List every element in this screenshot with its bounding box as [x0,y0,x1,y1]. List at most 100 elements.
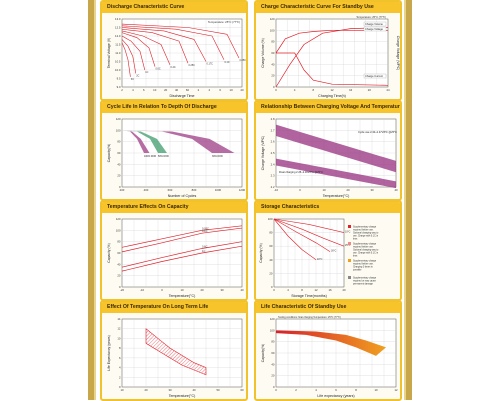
x-tick-label: -20 [120,288,124,292]
y-tick-label: 60 [117,151,121,155]
x-tick-label: 60 [186,88,190,92]
x-tick-label: 40 [175,88,179,92]
x-tick-label: 400 [144,188,149,192]
legend-text: Supplementary charge [353,226,377,229]
series-label: 0.25C [189,64,196,67]
panel-title: Temperature Effects On Capacity [102,202,246,213]
y-tick-label: 10.5 [115,60,121,64]
y-tick-label: 40 [271,362,275,366]
storage-panel: Storage Characteristics 100 80 60 40 20 0 0 4 8 1… [254,200,402,301]
label-box [363,21,387,27]
standby-curve-2 [276,52,389,86]
x-tick-label: 20 [200,288,204,292]
x-tick-label: 0 [275,388,277,392]
y-tick-label: 80 [117,140,121,144]
legend-text: required before use. [353,246,374,249]
y-tick-label: 12.5 [115,26,121,30]
x-tick-label: 16 [349,88,353,92]
band-label: Cycle use 2.40~2.47V/PC @25°C [358,130,397,134]
legend-swatch [348,259,351,262]
y-tick-label: 80 [117,240,121,244]
panel-title: Life Characteristic Of Standby Use [256,302,400,313]
y-tick-label: 8 [119,346,121,350]
x-axis-label: Temperature(°C) [169,294,196,298]
y-tick-label: 2.8 [271,117,275,121]
x-tick-label: 10 [180,288,184,292]
x-tick-label: 50 [216,388,220,392]
x-tick-label: 16 [328,288,332,292]
legend-text: use. Charge with 0.1C in [353,235,379,238]
series-label: 0.05C [202,226,209,230]
legend-text: time. [353,255,358,258]
x-axis-label: Life expectancy (years) [317,394,354,398]
y-axis-label: Capacity(%) [107,144,111,162]
series-label: 0.6C [156,68,161,71]
y-tick-label: 120 [116,217,121,221]
x-tick-label: 40 [394,188,398,192]
capacity-curve-1C [121,245,243,272]
y-tick-label: 2.4 [271,162,275,166]
series-label: 0.1C [202,229,208,233]
x-tick-label: 0 [161,288,163,292]
x-tick-label: 20 [368,88,372,92]
series-label: 40°C [317,258,323,261]
x-tick-label: 4 [294,88,296,92]
x-axis-label: Storage Time(months) [291,294,327,298]
legend-text: Optional charging way to [353,249,379,252]
storage-curve-25°C [273,218,345,247]
temperature-note: Temperature: 25°C (77°F) [208,20,240,24]
legend-text: Supplementary charge [353,243,377,246]
x-tick-label: 2 [121,88,123,92]
y-tick-label: 10 [117,336,121,340]
y-tick-label: 120 [270,317,275,321]
capacity-curve-0.1C [121,227,243,253]
y-tick-label: 0 [273,385,275,389]
x-axis-label: Charging Time(h) [318,94,346,98]
x-tick-label: 10 [230,88,234,92]
y-tick-label: 12.0 [115,34,121,38]
test-conditions: Testing conditions: float charging Tempe… [278,316,341,319]
storage-curve-30°C [273,218,331,252]
y-tick-label: 2.7 [271,128,275,132]
y-tick-label: 2 [119,375,121,379]
y-tick-label: 0 [273,85,275,89]
discharge-chart: 13.012.512.011.511.010.510.09.59.02 4 6 10 2… [107,17,246,98]
x-tick-label: 8 [313,88,315,92]
storage-curve-40°C [273,218,317,261]
x-axis-label: Temperature(°C) [323,194,350,198]
y-tick-label: 20 [117,174,121,178]
life-band [145,328,207,376]
standby-charge-panel: Charge Characteristic Curve For Standby … [254,0,402,101]
y-tick-label: 120 [116,117,121,121]
y-tick-label: 40 [269,258,273,262]
discharge-curve-0.6C [121,32,156,67]
long-term-life-panel: Effect Of Temperature On Long Term Life … [100,300,248,401]
discharge-curve-3C [121,42,131,77]
x-tick-label: 6 [143,88,145,92]
x-tick-label: 24 [386,88,390,92]
series-label: 1C [202,249,205,253]
band-label: Float charging 2.25~2.30V/PC @25°C [279,170,323,174]
legend-text: Supplementary charge [353,277,377,280]
x-tick-label: 10 [374,388,378,392]
right-stripe [404,0,406,400]
series-label: Charge Current [365,74,383,78]
y-tick-label: 100 [270,28,275,32]
temperature-note: Temperature: 25°C (77°F) [356,15,386,19]
y-tick-label: 40 [117,262,121,266]
x-tick-label: 0 [275,88,277,92]
discharge-curve-0.25C [121,28,189,64]
label-box [363,73,387,79]
y-tick-label: 80 [269,231,273,235]
series-label: 10°C [345,231,351,234]
x-tick-label: 12 [394,388,398,392]
cycle-life-panel: Cycle Life In Relation To Depth Of Disch… [100,100,248,201]
x-axis-label: Temperature(°C) [169,394,196,398]
voltage-temperature-panel: Relationship Between Charging Voltage An… [254,100,402,201]
series-label: 0.4C [171,66,176,69]
legend-text: Charging 5 times is [353,266,374,269]
x-tick-label: 40 [240,288,244,292]
